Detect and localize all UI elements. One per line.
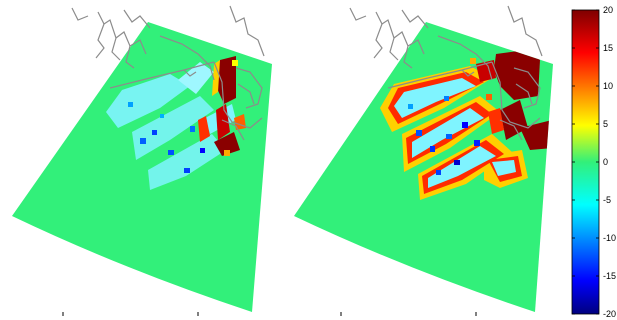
colorbar-tick-label: 20 — [603, 5, 613, 15]
colorbar-tick-label: 5 — [603, 119, 608, 129]
colorbar-tick-label: 15 — [603, 43, 613, 53]
x-axis-ticks-right — [340, 312, 477, 316]
colorbar-tick-label: 10 — [603, 81, 613, 91]
x-axis-ticks-left — [62, 312, 199, 316]
colorbar-tick-label: -10 — [603, 233, 616, 243]
colorbar-ticks: 20 15 10 5 0 -5 -10 -15 -20 — [572, 5, 616, 319]
coastline-left — [71, 5, 265, 141]
coastline-right — [349, 5, 543, 141]
colorbar-gradient — [571, 9, 600, 315]
model-domain-left — [12, 22, 272, 312]
colorbar-tick-label: -15 — [603, 271, 616, 281]
left-map-panel — [12, 5, 272, 316]
right-map-panel — [294, 5, 553, 316]
colorbar-tick-label: -5 — [603, 195, 611, 205]
colorbar: 20 15 10 5 0 -5 -10 -15 -20 — [571, 5, 616, 319]
colorbar-tick-label: 0 — [603, 157, 608, 167]
anomaly-field-left — [106, 56, 246, 190]
colorbar-tick-label: -20 — [603, 309, 616, 319]
